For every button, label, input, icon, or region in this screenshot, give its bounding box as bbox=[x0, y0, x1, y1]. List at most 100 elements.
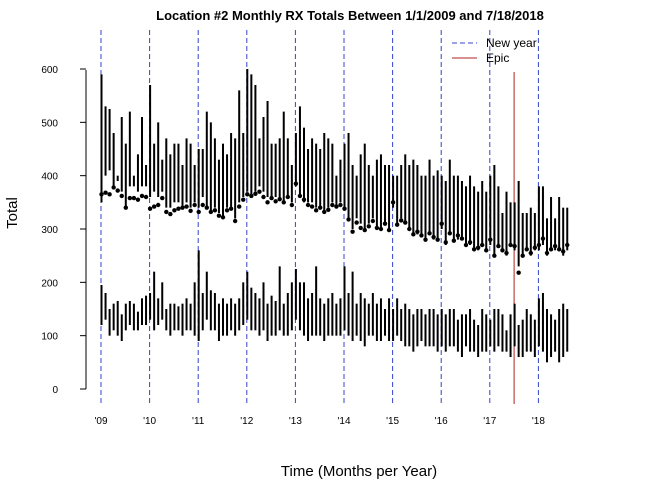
y-tick-label: 500 bbox=[41, 118, 58, 129]
monthly-mean-point bbox=[313, 208, 319, 213]
y-axis: 0 100 200 300 400 500 600 bbox=[41, 65, 87, 396]
monthly-mean-point bbox=[115, 188, 120, 193]
monthly-mean-point bbox=[394, 222, 400, 227]
monthly-mean-point bbox=[249, 193, 254, 199]
monthly-mean-point bbox=[147, 206, 153, 211]
monthly-mean-point bbox=[431, 234, 436, 240]
monthly-mean-point bbox=[273, 199, 278, 204]
monthly-mean-point bbox=[200, 202, 205, 208]
y-axis-label: Total bbox=[4, 197, 21, 229]
monthly-mean-point bbox=[143, 194, 149, 200]
x-tick-label: '10 bbox=[143, 416, 156, 427]
monthly-mean-point bbox=[548, 247, 554, 252]
monthly-mean-point bbox=[253, 191, 258, 196]
monthly-mean-point bbox=[326, 207, 331, 212]
monthly-mean-point bbox=[245, 192, 250, 197]
x-tick-label: '17 bbox=[483, 416, 496, 427]
monthly-mean-point bbox=[536, 242, 542, 248]
monthly-mean-point bbox=[346, 217, 351, 222]
monthly-mean-point bbox=[196, 209, 201, 215]
monthly-mean-point bbox=[439, 221, 444, 226]
monthly-mean-point bbox=[180, 205, 185, 210]
monthly-mean-point bbox=[241, 197, 246, 202]
monthly-mean-point bbox=[216, 213, 222, 218]
monthly-mean-point bbox=[512, 243, 517, 249]
y-tick-label: 600 bbox=[41, 65, 58, 76]
monthly-mean-point bbox=[484, 248, 489, 253]
legend-epic-label: Epic bbox=[486, 51, 509, 65]
monthly-mean-point bbox=[532, 245, 538, 250]
y-tick-label: 300 bbox=[41, 225, 58, 236]
monthly-mean-point bbox=[390, 200, 396, 205]
monthly-mean-point bbox=[504, 250, 509, 256]
monthly-mean-point bbox=[350, 229, 355, 234]
monthly-mean-point bbox=[184, 204, 189, 209]
monthly-mean-point bbox=[427, 231, 432, 236]
monthly-mean-point bbox=[374, 225, 380, 231]
monthly-mean-point bbox=[135, 197, 141, 202]
y-tick-label: 0 bbox=[52, 385, 58, 396]
monthly-mean-point bbox=[399, 218, 404, 223]
x-tick-label: '12 bbox=[240, 416, 253, 427]
x-tick-label: '11 bbox=[192, 416, 205, 427]
monthly-mean-point bbox=[330, 202, 335, 208]
monthly-mean-point bbox=[459, 236, 465, 241]
monthly-mean-point bbox=[447, 231, 452, 236]
y-tick-label: 400 bbox=[41, 172, 58, 183]
monthly-mean-point bbox=[237, 204, 242, 209]
monthly-mean-point bbox=[443, 240, 448, 245]
monthly-mean-point bbox=[261, 194, 266, 200]
monthly-mean-point bbox=[269, 195, 274, 201]
monthly-mean-point bbox=[382, 221, 388, 226]
x-tick-label: '13 bbox=[289, 416, 302, 427]
chart-title: Location #2 Monthly RX Totals Between 1/… bbox=[156, 8, 544, 23]
monthly-mean-point bbox=[127, 195, 133, 201]
monthly-mean-point bbox=[131, 195, 137, 201]
monthly-mean-point bbox=[358, 225, 363, 231]
monthly-mean-point bbox=[305, 202, 311, 208]
monthly-mean-point bbox=[212, 208, 218, 213]
monthly-mean-point bbox=[435, 237, 440, 242]
monthly-mean-point bbox=[403, 220, 408, 225]
monthly-mean-point bbox=[540, 236, 546, 241]
monthly-mean-point bbox=[204, 205, 209, 210]
monthly-mean-point bbox=[289, 202, 295, 208]
monthly-mean-point bbox=[160, 195, 165, 201]
monthly-mean-point bbox=[492, 253, 497, 258]
monthly-mean-point bbox=[500, 248, 505, 253]
monthly-mean-point bbox=[528, 250, 533, 256]
new-year-lines bbox=[100, 30, 539, 404]
monthly-mean-point bbox=[277, 196, 282, 202]
monthly-mean-point bbox=[338, 202, 343, 208]
monthly-mean-point bbox=[224, 208, 230, 213]
monthly-mean-point bbox=[168, 211, 173, 217]
monthly-mean-point bbox=[475, 245, 481, 250]
y-ticks: 0 100 200 300 400 500 600 bbox=[41, 65, 86, 396]
monthly-mean-point bbox=[378, 226, 384, 232]
legend: New year Epic bbox=[452, 36, 537, 65]
monthly-mean-point bbox=[265, 200, 270, 205]
monthly-mean-point bbox=[123, 205, 128, 210]
y-tick-label: 200 bbox=[41, 278, 58, 289]
monthly-mean-point bbox=[176, 206, 181, 211]
monthly-mean-point bbox=[119, 193, 124, 199]
monthly-mean-point bbox=[220, 215, 226, 220]
monthly-mean-point bbox=[99, 192, 104, 197]
monthly-mean-point bbox=[386, 227, 392, 233]
monthly-mean-point bbox=[552, 243, 558, 249]
monthly-mean-point bbox=[508, 242, 513, 248]
monthly-mean-point bbox=[524, 247, 529, 252]
monthly-mean-point bbox=[480, 242, 485, 248]
monthly-mean-point bbox=[561, 249, 566, 254]
monthly-mean-point bbox=[107, 192, 112, 197]
monthly-mean-point bbox=[451, 238, 457, 243]
x-tick-label: '09 bbox=[94, 416, 107, 427]
monthly-mean-point bbox=[208, 209, 214, 215]
monthly-mean-point bbox=[407, 226, 412, 232]
monthly-mean-point bbox=[366, 224, 371, 229]
monthly-mean-point bbox=[467, 240, 473, 245]
monthly-mean-point bbox=[309, 204, 315, 209]
monthly-mean-point bbox=[496, 243, 501, 249]
monthly-mean-point bbox=[151, 204, 157, 209]
